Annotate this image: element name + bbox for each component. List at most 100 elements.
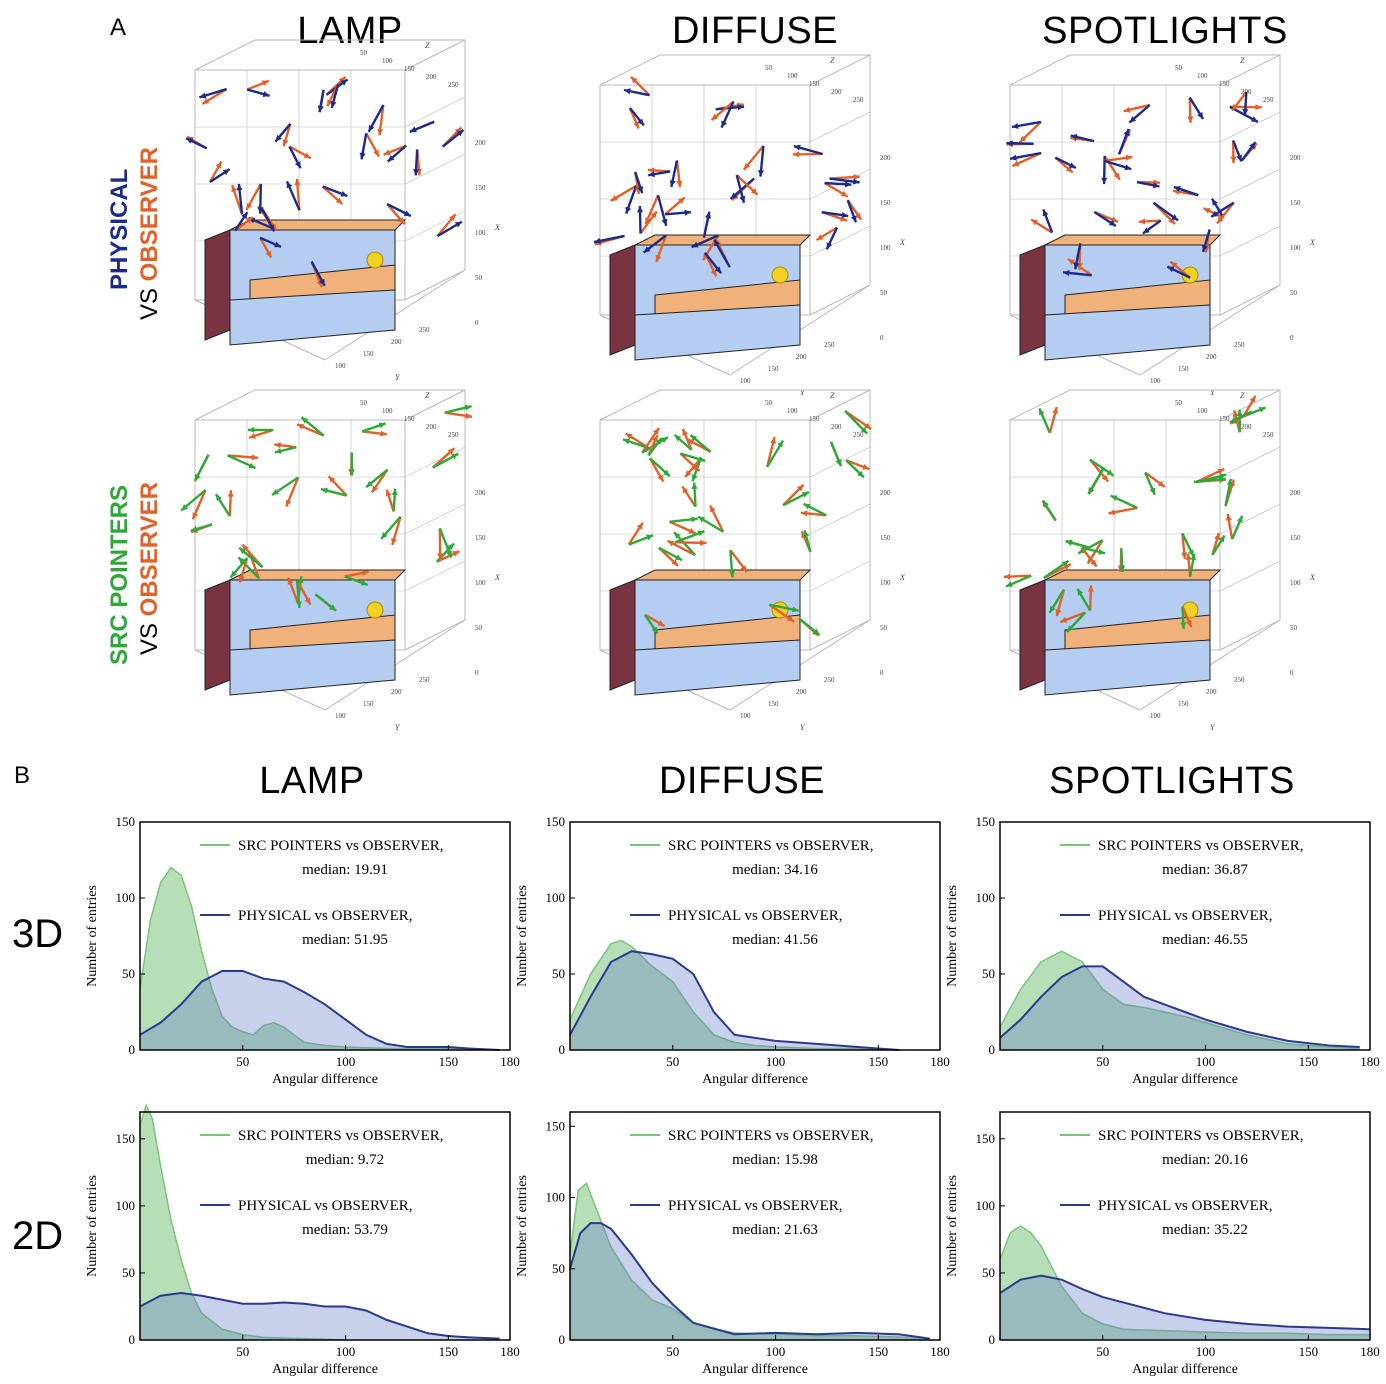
arrow-head bbox=[1003, 573, 1011, 580]
sofa-side bbox=[1019, 244, 1046, 356]
arrow-head bbox=[239, 547, 247, 555]
arrow-head bbox=[676, 180, 683, 188]
arrow-head bbox=[295, 601, 302, 608]
arrow-head bbox=[1250, 116, 1258, 122]
arrow-head bbox=[690, 434, 698, 442]
z-axis-letter: Z bbox=[425, 391, 430, 400]
x-axis-letter: X bbox=[899, 573, 906, 582]
arrow-head bbox=[447, 543, 454, 551]
arrow-head bbox=[1249, 142, 1256, 149]
x-tick: 0 bbox=[1290, 334, 1294, 342]
arrow-head bbox=[1211, 198, 1218, 206]
y-tick-label: 150 bbox=[976, 814, 996, 829]
arrow-head bbox=[251, 454, 259, 461]
scene-grid-line bbox=[404, 153, 466, 185]
legend-median-1: median: 53.79 bbox=[302, 1222, 388, 1238]
arrow-head bbox=[801, 492, 809, 498]
arrow-head bbox=[272, 488, 279, 496]
arrow-head bbox=[1171, 214, 1179, 221]
x-axis-letter: X bbox=[899, 238, 906, 247]
arrow-head bbox=[319, 278, 325, 286]
arrow-head bbox=[777, 440, 784, 448]
sofa-side bbox=[204, 229, 231, 341]
arrow-head bbox=[378, 422, 386, 429]
arrow-head bbox=[257, 207, 264, 214]
x-tick-label: 50 bbox=[236, 1054, 249, 1069]
legend-median-1: median: 35.22 bbox=[1162, 1222, 1248, 1238]
arrow-head bbox=[657, 474, 664, 482]
arrow-head bbox=[360, 579, 368, 586]
plot-frame bbox=[999, 821, 1371, 1051]
arrow-head bbox=[1087, 585, 1094, 592]
arrow-head bbox=[1066, 166, 1073, 173]
sofa bbox=[609, 569, 812, 696]
arrow-head bbox=[800, 510, 808, 517]
z-tick: 150 bbox=[404, 65, 415, 73]
y-tick: 100 bbox=[740, 377, 751, 385]
x-tick-label: 50 bbox=[236, 1344, 249, 1359]
arrow-head bbox=[192, 512, 199, 520]
scene-grid-line bbox=[404, 96, 466, 128]
legend-median-0: median: 15.98 bbox=[732, 1152, 818, 1168]
arrow-head bbox=[692, 464, 700, 471]
series-area-0 bbox=[570, 940, 899, 1050]
arrow-head bbox=[371, 485, 379, 493]
x-tick-label: 150 bbox=[1299, 1344, 1319, 1359]
x-tick: 0 bbox=[880, 669, 884, 677]
arrow-head bbox=[413, 168, 420, 176]
arrow-head bbox=[740, 565, 747, 572]
y-tick-label: 50 bbox=[122, 1265, 135, 1280]
arrow-head bbox=[655, 437, 662, 445]
sofa bbox=[204, 569, 407, 696]
arrow-head bbox=[321, 487, 328, 494]
x-tick-label: 180 bbox=[1360, 1054, 1380, 1069]
sofa bbox=[1019, 234, 1222, 361]
arrow-head bbox=[1101, 177, 1108, 185]
z-axis-letter: Z bbox=[1240, 391, 1245, 400]
arrow-head bbox=[1110, 495, 1118, 502]
x-axis-letter: X bbox=[1309, 238, 1316, 247]
arrow-head bbox=[637, 186, 644, 194]
z-tick: 150 bbox=[809, 415, 820, 423]
arrow-head bbox=[262, 91, 270, 98]
arrow-head bbox=[645, 217, 651, 225]
panel-a-title-lamp: LAMP bbox=[297, 10, 403, 52]
series-line-0 bbox=[139, 1103, 346, 1341]
arrow-head bbox=[297, 576, 304, 583]
x-tick: 50 bbox=[880, 624, 888, 632]
scene-grid: 50 100 150 200 250 Z 0 50 100 150 200 X 100 150 200 250… bbox=[180, 39, 1316, 732]
y-axis-label: Number of entries bbox=[515, 1175, 530, 1277]
x-axis-label: Angular difference bbox=[702, 1362, 808, 1377]
x-tick: 50 bbox=[1290, 624, 1298, 632]
y-axis-label: Number of entries bbox=[85, 1175, 100, 1277]
arrow-head bbox=[387, 155, 395, 162]
arrow-head bbox=[464, 404, 472, 411]
arrow-head bbox=[1073, 262, 1080, 270]
x-tick-label: 180 bbox=[500, 1054, 520, 1069]
scene-1: 50 100 150 200 250 Z 0 50 100 150 200 X 100 150 200 250… bbox=[593, 54, 906, 397]
y-tick-label: 50 bbox=[552, 966, 565, 981]
arrow-head bbox=[301, 417, 309, 424]
series-area-1 bbox=[570, 951, 899, 1050]
y-tick-label: 150 bbox=[976, 1131, 996, 1146]
legend-name-0: SRC POINTERS vs OBSERVER, bbox=[668, 1128, 874, 1144]
arrow-head bbox=[1236, 515, 1243, 523]
arrow-head bbox=[451, 453, 459, 460]
arrow-head bbox=[361, 569, 369, 576]
arrow-head bbox=[1065, 539, 1073, 546]
scene-grid-line bbox=[809, 111, 871, 143]
legend-name-0: SRC POINTERS vs OBSERVER, bbox=[238, 1128, 444, 1144]
z-tick: 100 bbox=[382, 407, 393, 415]
legend-name-1: PHYSICAL vs OBSERVER, bbox=[668, 1198, 843, 1214]
x-tick: 200 bbox=[880, 489, 891, 497]
lamp-sphere bbox=[366, 601, 384, 619]
arrow-head bbox=[669, 180, 676, 187]
chart-1: 50 100 150 180 0 50 100 150 Angular difference Nu… bbox=[515, 814, 950, 1087]
plot-frame bbox=[999, 1111, 1371, 1341]
arrow-head bbox=[274, 241, 282, 248]
arrow-head bbox=[380, 430, 387, 437]
y-tick: 150 bbox=[363, 700, 374, 708]
arrow-head bbox=[391, 538, 397, 545]
y-tick-label: 100 bbox=[116, 890, 136, 905]
arrow-head bbox=[653, 427, 660, 435]
